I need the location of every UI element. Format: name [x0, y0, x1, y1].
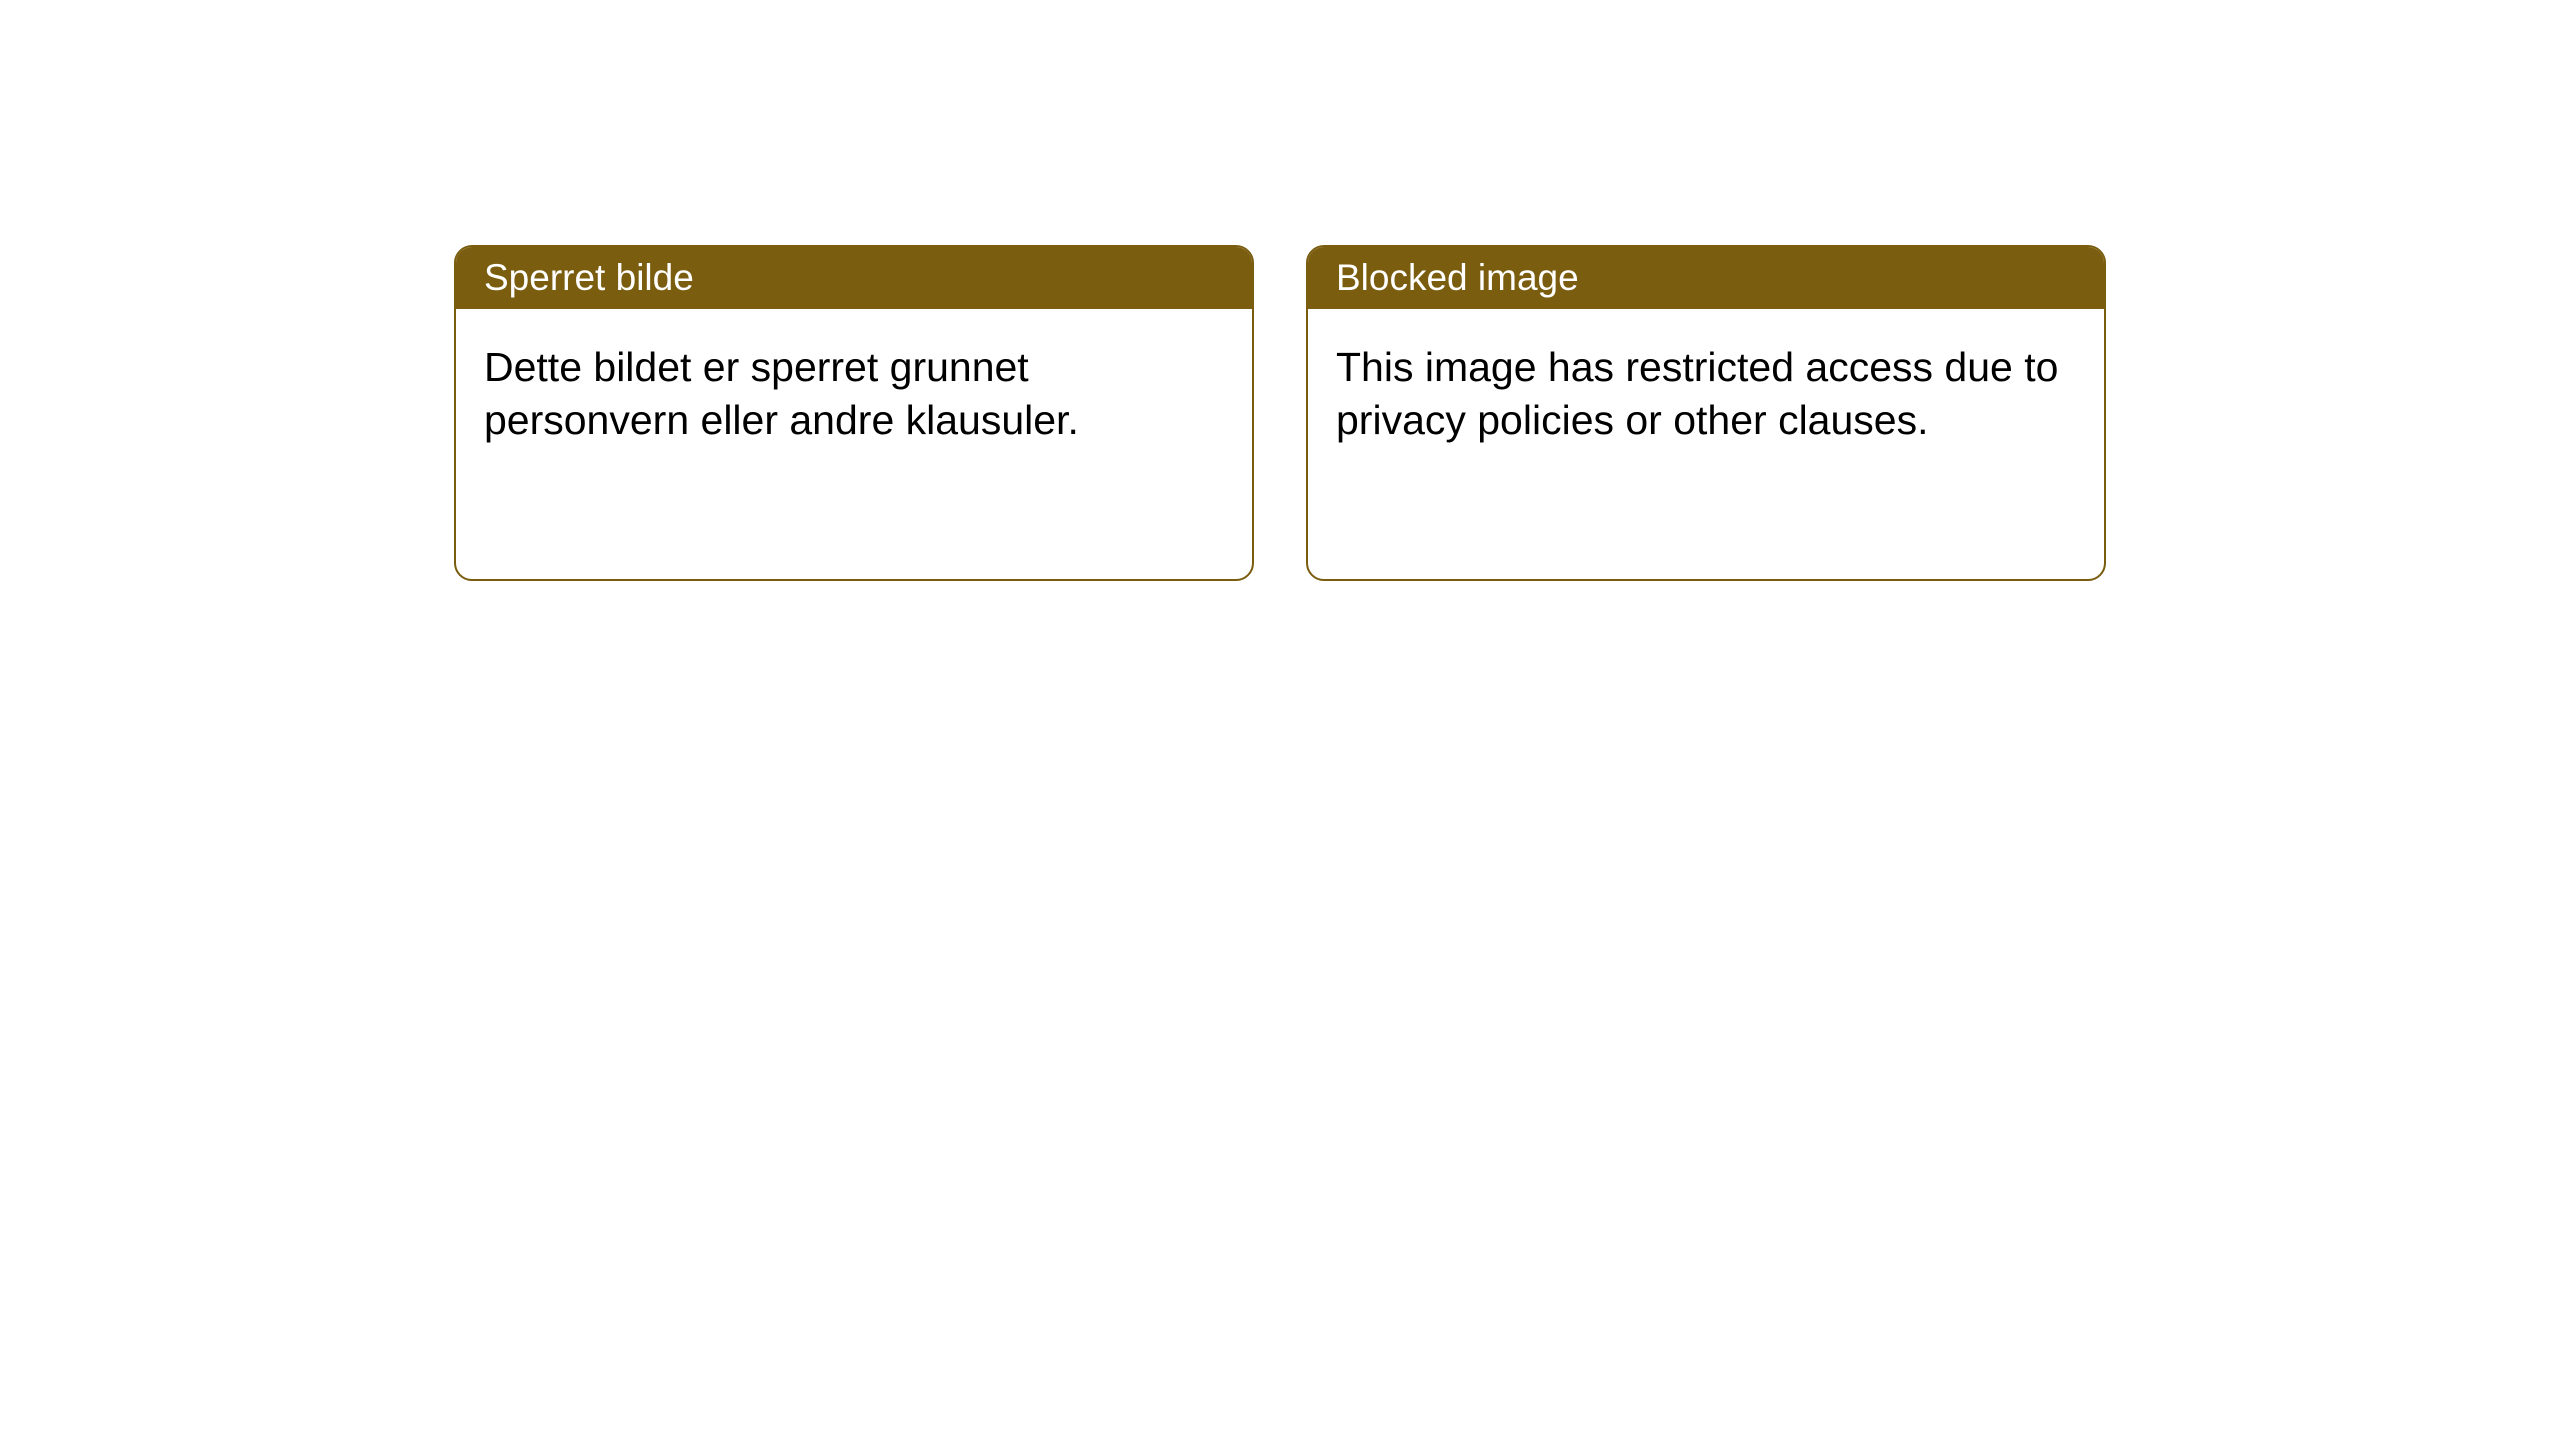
- card-body: This image has restricted access due to …: [1308, 309, 2104, 579]
- card-body-text: This image has restricted access due to …: [1336, 344, 2058, 443]
- card-header: Blocked image: [1308, 247, 2104, 309]
- card-header-text: Blocked image: [1336, 257, 1579, 298]
- card-header-text: Sperret bilde: [484, 257, 694, 298]
- card-body-text: Dette bildet er sperret grunnet personve…: [484, 344, 1079, 443]
- notice-card-english: Blocked image This image has restricted …: [1306, 245, 2106, 581]
- card-body: Dette bildet er sperret grunnet personve…: [456, 309, 1252, 579]
- notice-cards-container: Sperret bilde Dette bildet er sperret gr…: [454, 245, 2106, 581]
- notice-card-norwegian: Sperret bilde Dette bildet er sperret gr…: [454, 245, 1254, 581]
- card-header: Sperret bilde: [456, 247, 1252, 309]
